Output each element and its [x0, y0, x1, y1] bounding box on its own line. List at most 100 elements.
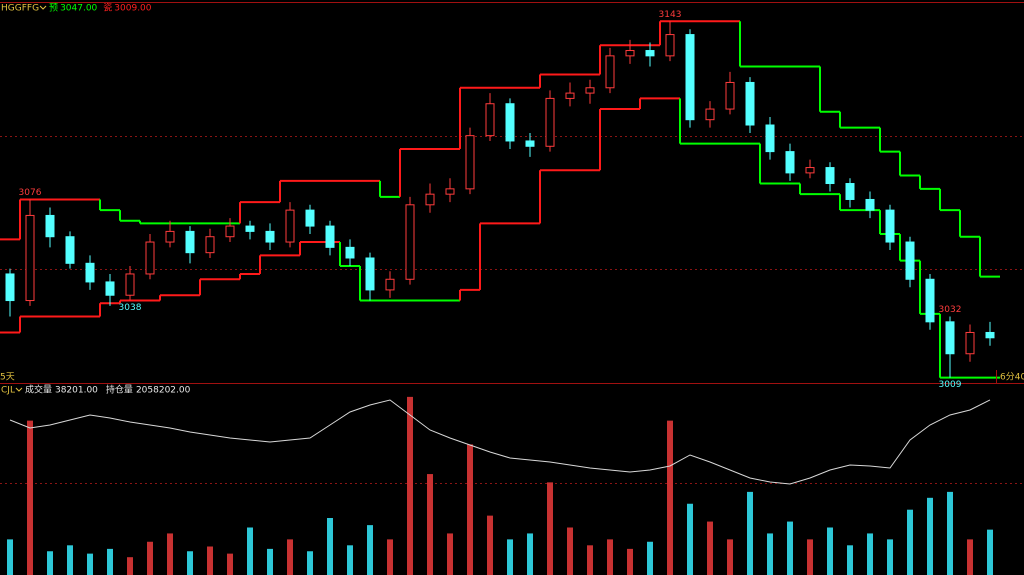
- candle-body: [785, 151, 795, 174]
- volume-bar: [27, 420, 33, 575]
- volume-bar: [167, 533, 173, 575]
- series-value: 3009.00: [114, 4, 151, 14]
- candle-body: [285, 209, 295, 243]
- candle-body: [885, 209, 895, 243]
- extreme-label: 3009: [939, 380, 962, 390]
- volume-bar: [987, 529, 993, 575]
- candle-body: [65, 236, 75, 264]
- series-name: 预: [49, 3, 58, 14]
- candle-body: [545, 97, 555, 147]
- candle-body: [725, 81, 735, 110]
- volume-bar: [567, 527, 573, 575]
- volume-bar: [267, 548, 273, 575]
- extreme-label: 3076: [19, 188, 42, 198]
- candle-body: [185, 230, 195, 254]
- volume-bar: [887, 539, 893, 575]
- volume-bar: [287, 539, 293, 575]
- candle-body: [925, 278, 935, 323]
- candle-body: [665, 34, 675, 57]
- volume-bar: [87, 553, 93, 575]
- candle-body: [985, 331, 995, 339]
- volume-bar: [827, 527, 833, 575]
- candle-body: [705, 108, 715, 121]
- volume-bar: [67, 545, 73, 575]
- series-value: 3047.00: [60, 4, 97, 14]
- volume-bar: [7, 539, 13, 575]
- extreme-label: 3032: [939, 305, 962, 315]
- volume-bar: [687, 503, 693, 575]
- volume-bar: [367, 525, 373, 575]
- dropdown-caret[interactable]: [39, 5, 47, 10]
- candle-body: [445, 188, 455, 195]
- series-name: 成交量: [25, 384, 52, 396]
- volume-bar: [447, 533, 453, 575]
- candle-body: [385, 278, 395, 291]
- candle-body: [125, 273, 135, 296]
- volume-bar: [767, 533, 773, 575]
- candle-body: [945, 321, 955, 355]
- volume-bar: [47, 551, 53, 575]
- volume-bar: [347, 545, 353, 575]
- candle-body: [565, 92, 575, 99]
- candle-body: [805, 167, 815, 174]
- candle-body: [85, 262, 95, 283]
- candle-body: [845, 183, 855, 200]
- volume-bar: [627, 548, 633, 575]
- volume-bar: [707, 521, 713, 575]
- volume-bar: [487, 515, 493, 575]
- candle-body: [25, 214, 35, 302]
- volume-bar: [147, 541, 153, 575]
- volume-bar: [127, 557, 133, 575]
- open-interest-line: [9, 399, 991, 485]
- candle-body: [245, 225, 255, 232]
- candle-body: [325, 225, 335, 248]
- volume-bar: [327, 518, 333, 575]
- candle-body: [505, 103, 515, 142]
- volume-bar: [947, 491, 953, 575]
- series-value: 38201.00: [55, 386, 98, 396]
- candle-body: [685, 34, 695, 121]
- volume-bar: [727, 539, 733, 575]
- volume-bar: [867, 533, 873, 575]
- candle-body: [905, 241, 915, 280]
- candle-body: [5, 273, 15, 302]
- countdown: 6分40秒: [1000, 371, 1024, 383]
- volume-bar: [527, 533, 533, 575]
- candle-body: [365, 257, 375, 291]
- candle-body: [825, 167, 835, 185]
- volume-bar: [107, 548, 113, 575]
- candle-body: [865, 198, 875, 211]
- volume-bar: [407, 396, 413, 575]
- volume-bar: [607, 539, 613, 575]
- volume-bar: [247, 527, 253, 575]
- candle-body: [965, 331, 975, 355]
- candle-body: [205, 236, 215, 254]
- indicator-name: CJL: [1, 386, 15, 396]
- volume-bar: [647, 541, 653, 575]
- volume-bar: [787, 521, 793, 575]
- volume-bar: [187, 551, 193, 575]
- volume-bar: [847, 545, 853, 575]
- extreme-label: 3038: [119, 303, 142, 313]
- volume-bar: [227, 553, 233, 575]
- volume-bar: [967, 539, 973, 575]
- volume-bar: [507, 539, 513, 575]
- volume-bar: [467, 444, 473, 575]
- volume-bar: [927, 497, 933, 575]
- series-name: 瓷: [103, 2, 112, 14]
- candle-body: [585, 87, 595, 94]
- volume-bar: [547, 482, 553, 575]
- extreme-label: 3143: [659, 10, 682, 20]
- candle-body: [265, 230, 275, 243]
- candle-body: [625, 50, 635, 57]
- volume-bar: [307, 551, 313, 575]
- candle-body: [465, 135, 475, 190]
- indicator-name: HGGFFG: [1, 4, 39, 14]
- volume-bar: [207, 546, 213, 575]
- candle-body: [645, 50, 655, 57]
- dropdown-caret[interactable]: [15, 387, 23, 392]
- candle-body: [345, 246, 355, 259]
- volume-bar: [807, 539, 813, 575]
